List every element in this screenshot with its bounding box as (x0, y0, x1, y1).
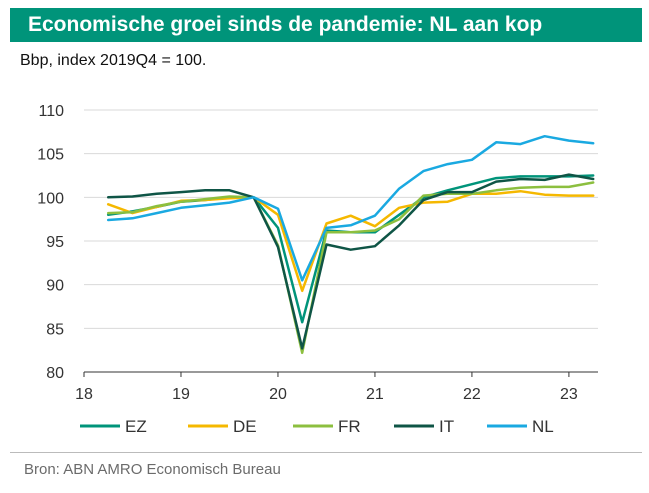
y-tick-label-95: 95 (46, 234, 64, 251)
chart-subtitle: Bbp, index 2019Q4 = 100. (20, 52, 207, 69)
y-tick-label-105: 105 (37, 147, 64, 164)
x-tick-label-23: 23 (560, 386, 578, 403)
y-tick-label-80: 80 (46, 365, 64, 382)
x-tick-label-20: 20 (269, 386, 287, 403)
series-line-nl (106, 134, 595, 282)
source-divider (10, 452, 642, 453)
legend-label-ez: EZ (125, 417, 147, 436)
chart-title: Economische groei sinds de pandemie: NL … (28, 13, 543, 36)
x-tick-label-18: 18 (75, 386, 93, 403)
x-tick-label-22: 22 (463, 386, 481, 403)
x-tick-label-19: 19 (172, 386, 190, 403)
legend-label-it: IT (439, 417, 454, 436)
x-tick-label-21: 21 (366, 386, 384, 403)
series-line-fr (106, 181, 595, 355)
y-tick-label-85: 85 (46, 321, 64, 338)
source-note: Bron: ABN AMRO Economisch Bureau (24, 461, 281, 478)
y-tick-label-100: 100 (37, 190, 64, 207)
y-axis-ticks: 80 85 90 95 100 105 110 (37, 103, 64, 382)
series-lines (106, 134, 595, 355)
legend-label-nl: NL (532, 417, 554, 436)
y-tick-label-90: 90 (46, 278, 64, 295)
gridlines (84, 109, 598, 329)
legend-label-fr: FR (338, 417, 361, 436)
title-bar: Economische groei sinds de pandemie: NL … (10, 8, 642, 42)
legend-label-de: DE (233, 417, 257, 436)
x-axis: 18 19 20 21 22 23 (75, 371, 598, 403)
legend: EZ DE FR IT NL (80, 417, 554, 436)
series-line-it (106, 173, 595, 350)
y-tick-label-110: 110 (38, 103, 64, 120)
